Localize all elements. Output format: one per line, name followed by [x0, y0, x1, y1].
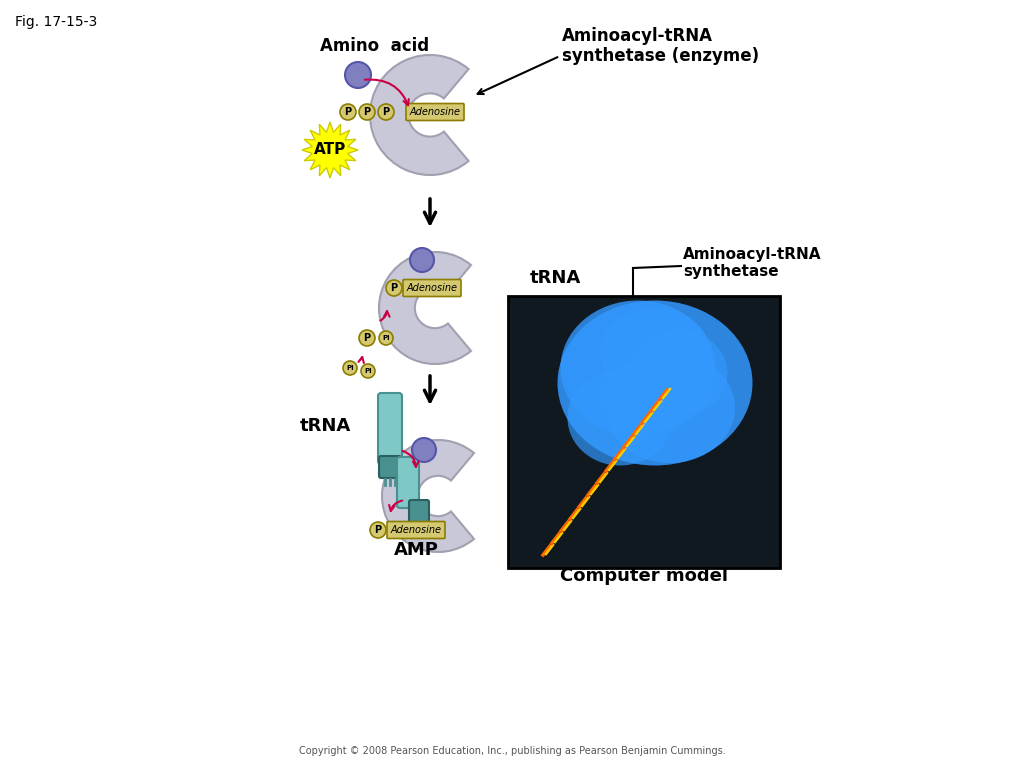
Circle shape [378, 104, 394, 120]
Text: tRNA: tRNA [530, 269, 582, 287]
FancyBboxPatch shape [397, 457, 419, 508]
Text: Fig. 17-15-3: Fig. 17-15-3 [15, 15, 97, 29]
Circle shape [340, 104, 356, 120]
Circle shape [361, 364, 375, 378]
Text: P: P [390, 283, 397, 293]
Text: Aminoacyl-tRNA
synthetase: Aminoacyl-tRNA synthetase [683, 247, 821, 280]
Text: P: P [382, 107, 389, 117]
Text: Copyright © 2008 Pearson Education, Inc., publishing as Pearson Benjamin Cumming: Copyright © 2008 Pearson Education, Inc.… [299, 746, 725, 756]
Ellipse shape [557, 300, 753, 465]
FancyBboxPatch shape [406, 104, 464, 121]
Text: Computer model: Computer model [560, 567, 728, 585]
Text: ATP: ATP [314, 143, 346, 157]
Circle shape [379, 331, 393, 345]
Circle shape [386, 280, 402, 296]
Text: P: P [375, 525, 382, 535]
Circle shape [359, 330, 375, 346]
Text: Adenosine: Adenosine [407, 283, 458, 293]
Text: Pi: Pi [382, 335, 390, 341]
Ellipse shape [560, 300, 716, 435]
Wedge shape [379, 252, 471, 364]
Text: tRNA: tRNA [300, 417, 351, 435]
Wedge shape [370, 55, 469, 175]
Circle shape [410, 248, 434, 272]
Circle shape [370, 522, 386, 538]
Text: Amino  acid: Amino acid [321, 37, 429, 55]
FancyBboxPatch shape [387, 521, 445, 538]
FancyBboxPatch shape [409, 500, 429, 524]
FancyBboxPatch shape [379, 456, 401, 478]
Ellipse shape [600, 308, 710, 398]
FancyBboxPatch shape [378, 393, 402, 464]
Ellipse shape [567, 370, 673, 465]
Text: Pi: Pi [365, 368, 372, 374]
Ellipse shape [633, 330, 727, 415]
Circle shape [359, 104, 375, 120]
Polygon shape [302, 122, 358, 178]
Wedge shape [382, 440, 474, 552]
Text: AMP: AMP [393, 541, 438, 559]
Text: P: P [344, 107, 351, 117]
FancyBboxPatch shape [403, 280, 461, 296]
Circle shape [412, 438, 436, 462]
Text: Adenosine: Adenosine [410, 107, 461, 117]
Text: Aminoacyl-tRNA
synthetase (enzyme): Aminoacyl-tRNA synthetase (enzyme) [562, 27, 759, 65]
Text: P: P [364, 107, 371, 117]
Circle shape [345, 62, 371, 88]
Ellipse shape [605, 353, 735, 463]
Text: P: P [364, 333, 371, 343]
FancyBboxPatch shape [508, 296, 780, 568]
Text: Adenosine: Adenosine [390, 525, 441, 535]
Text: Pi: Pi [346, 365, 354, 371]
Circle shape [343, 361, 357, 375]
Ellipse shape [602, 360, 687, 435]
